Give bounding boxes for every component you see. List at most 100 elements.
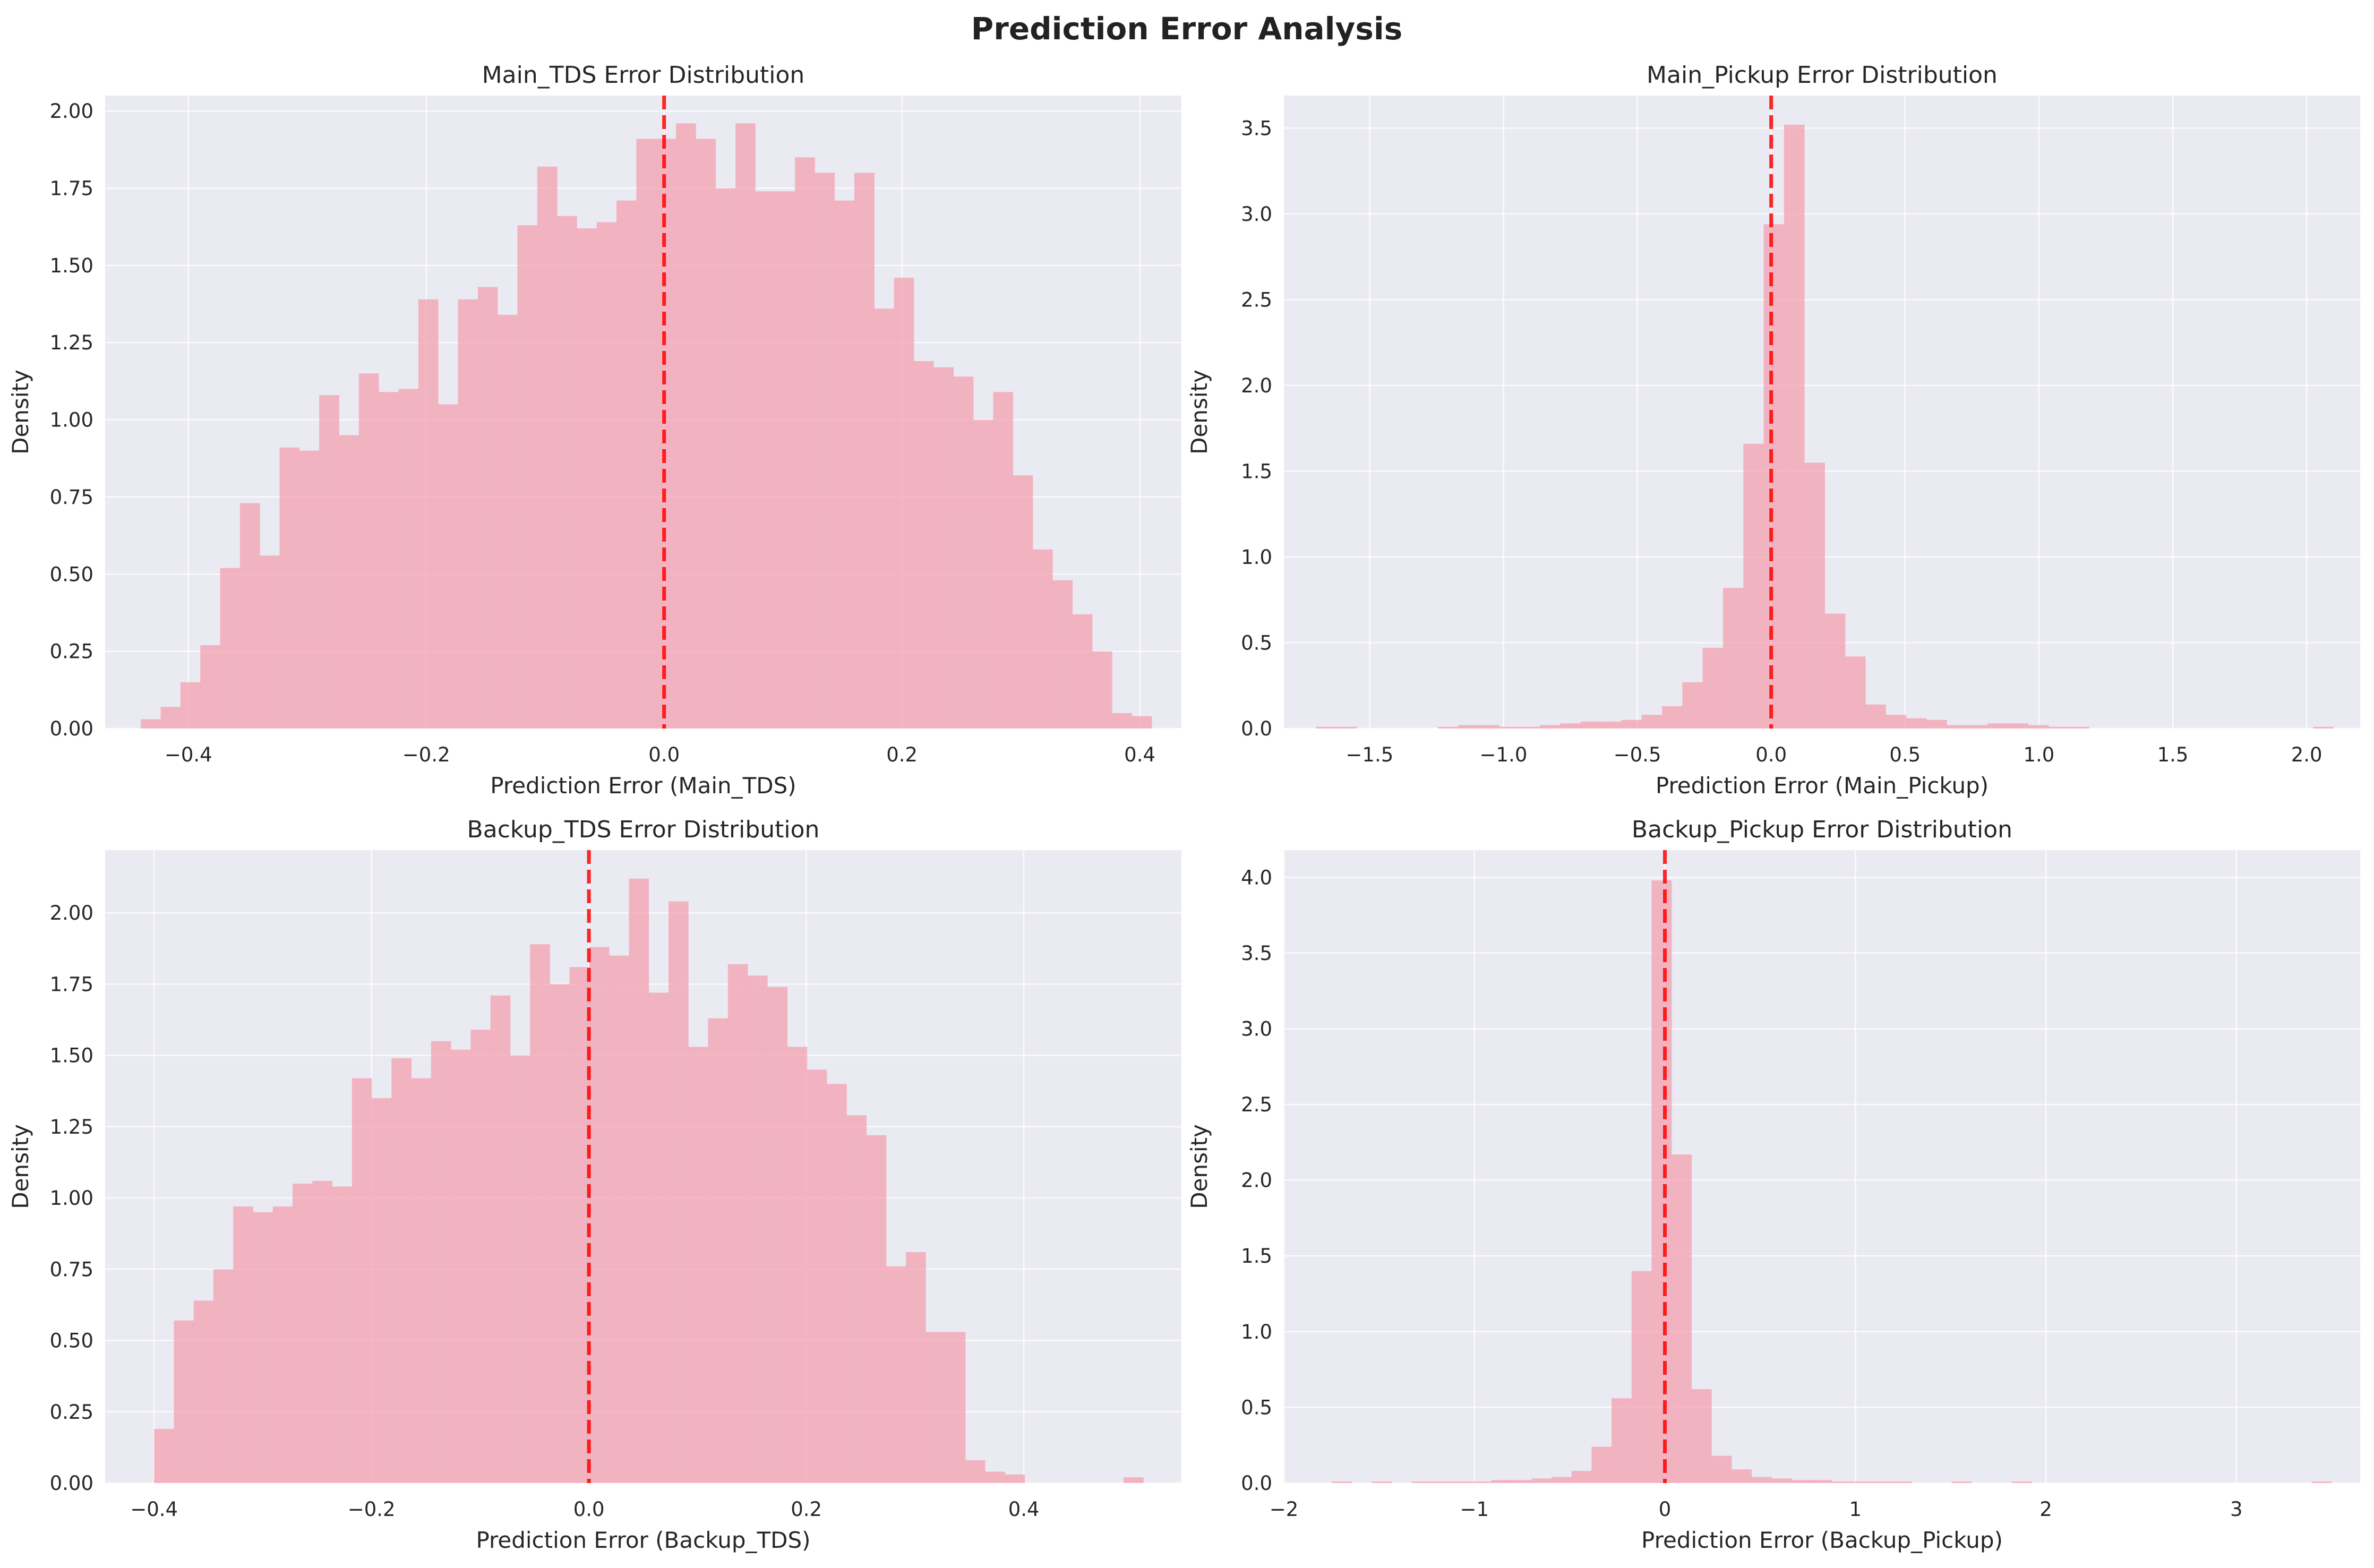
y-tick-label: 2.00 [50, 902, 93, 924]
histogram-bar [827, 1084, 847, 1483]
histogram-bar [451, 1049, 471, 1483]
histogram-bar [2028, 725, 2049, 729]
histogram-bar [352, 1078, 372, 1483]
y-tick-label: 1.5 [1241, 460, 1272, 483]
x-tick-label: 0.5 [1889, 743, 1921, 766]
subplot-2: −1.5 −1.0 −0.5 0.0 0.5 1.0 1.5 2.0 0.0 0.5 1.0 1.5 2… [1186, 62, 2360, 799]
x-tick-label: 2 [2039, 1498, 2052, 1521]
x-tick-label: −0.5 [1614, 743, 1661, 766]
histogram-bar [550, 984, 570, 1483]
x-tick-label: 1.5 [2157, 743, 2189, 766]
figure-title: Prediction Error Analysis [971, 11, 1403, 47]
histogram-bar [1886, 715, 1907, 729]
histogram-bar [391, 1058, 412, 1483]
x-tick-label: 0.0 [648, 743, 680, 766]
histogram-bar [2011, 1481, 2032, 1483]
histogram-bar [854, 173, 875, 729]
y-tick-label: 0.00 [50, 717, 93, 740]
histogram-bar [1479, 725, 1499, 729]
histogram-bar [418, 299, 439, 729]
histogram-bar [358, 373, 379, 729]
y-tick-label: 1.50 [50, 1044, 93, 1067]
histogram-bar [866, 1135, 887, 1483]
histogram-bar [589, 947, 610, 1483]
histogram-bar [1124, 1477, 1144, 1483]
histogram-bar [834, 200, 855, 729]
histogram-bar [260, 555, 280, 729]
histogram-bar [775, 191, 795, 729]
plot-area [1284, 850, 2360, 1483]
histogram-bar [1316, 726, 1337, 729]
histogram-bar [379, 392, 399, 729]
histogram-bar [411, 1078, 432, 1483]
x-axis-label: Prediction Error (Main_TDS) [490, 773, 796, 799]
histogram-bar [1852, 1481, 1872, 1483]
histogram-bar [1112, 713, 1133, 729]
histogram-bar [629, 878, 649, 1483]
histogram-bar [616, 200, 637, 729]
x-axis-label: Prediction Error (Backup_TDS) [476, 1527, 810, 1553]
histogram-bar [1682, 682, 1703, 729]
y-axis-label: Density [1186, 1124, 1212, 1209]
histogram-bar [656, 139, 676, 729]
y-tick-label: 0.50 [50, 563, 93, 586]
histogram-bar [1601, 722, 1622, 729]
histogram-bar [1132, 716, 1152, 729]
x-tick-label: 0.2 [791, 1498, 822, 1521]
histogram-bar [537, 166, 558, 729]
histogram-bar [272, 1206, 293, 1483]
histogram-bar [477, 287, 498, 729]
x-tick-label: 0.0 [573, 1498, 605, 1521]
histogram-bar [141, 719, 161, 729]
histogram-bar [1612, 1398, 1632, 1483]
histogram-bar [174, 1320, 194, 1483]
histogram-bar [319, 395, 339, 729]
histogram-bar [253, 1212, 273, 1483]
y-tick-label: 0.5 [1241, 1396, 1272, 1419]
y-axis-label: Density [7, 1124, 33, 1209]
y-tick-label: 3.0 [1241, 203, 1272, 226]
histogram-bar [557, 216, 577, 729]
histogram-bar [1631, 1271, 1652, 1483]
histogram-bar [1511, 1480, 1532, 1483]
y-tick-label: 0.50 [50, 1330, 93, 1352]
histogram-bar [213, 1269, 234, 1483]
y-tick-label: 0.75 [50, 486, 93, 509]
y-tick-label: 1.75 [50, 973, 93, 996]
x-tick-label: −0.2 [348, 1498, 396, 1521]
histogram-bar [1871, 1481, 1892, 1483]
histogram-bar [299, 450, 320, 729]
histogram-bar [490, 995, 511, 1483]
histogram-bar [1865, 704, 1886, 729]
histogram-bar [906, 1252, 926, 1483]
histogram-bar [596, 222, 617, 729]
histogram-bar [1641, 715, 1662, 729]
histogram-bar [965, 1460, 985, 1483]
histogram-bar [1926, 719, 1947, 729]
histogram-bar [1711, 1455, 1732, 1483]
histogram-bar [1540, 725, 1561, 729]
histogram-bar [715, 188, 736, 729]
subplot-title: Backup_Pickup Error Distribution [1632, 816, 2012, 843]
histogram-bar [1804, 462, 1825, 729]
x-tick-label: 3 [2230, 1498, 2243, 1521]
y-tick-label: 0.25 [50, 640, 93, 663]
histogram-bar [748, 975, 768, 1483]
histogram-bar [1072, 614, 1093, 729]
x-tick-label: 1 [1849, 1498, 1862, 1521]
histogram-bar [874, 309, 895, 729]
x-tick-label: −1.0 [1480, 743, 1528, 766]
x-tick-label: 0.2 [886, 743, 918, 766]
histogram-bar [1702, 648, 1724, 729]
y-axis-label: Density [1186, 370, 1212, 455]
subplot-title: Main_Pickup Error Distribution [1647, 62, 1998, 89]
histogram-bar [180, 682, 201, 729]
histogram-bar [1811, 1480, 1832, 1483]
histogram-bar [1591, 1446, 1612, 1483]
histogram-bar [1471, 1481, 1492, 1483]
y-tick-label: 3.5 [1241, 942, 1272, 965]
histogram-bar [1033, 549, 1053, 729]
histogram-bar [1987, 723, 2008, 729]
y-tick-label: 3.0 [1241, 1017, 1272, 1040]
histogram-bar [767, 987, 787, 1483]
